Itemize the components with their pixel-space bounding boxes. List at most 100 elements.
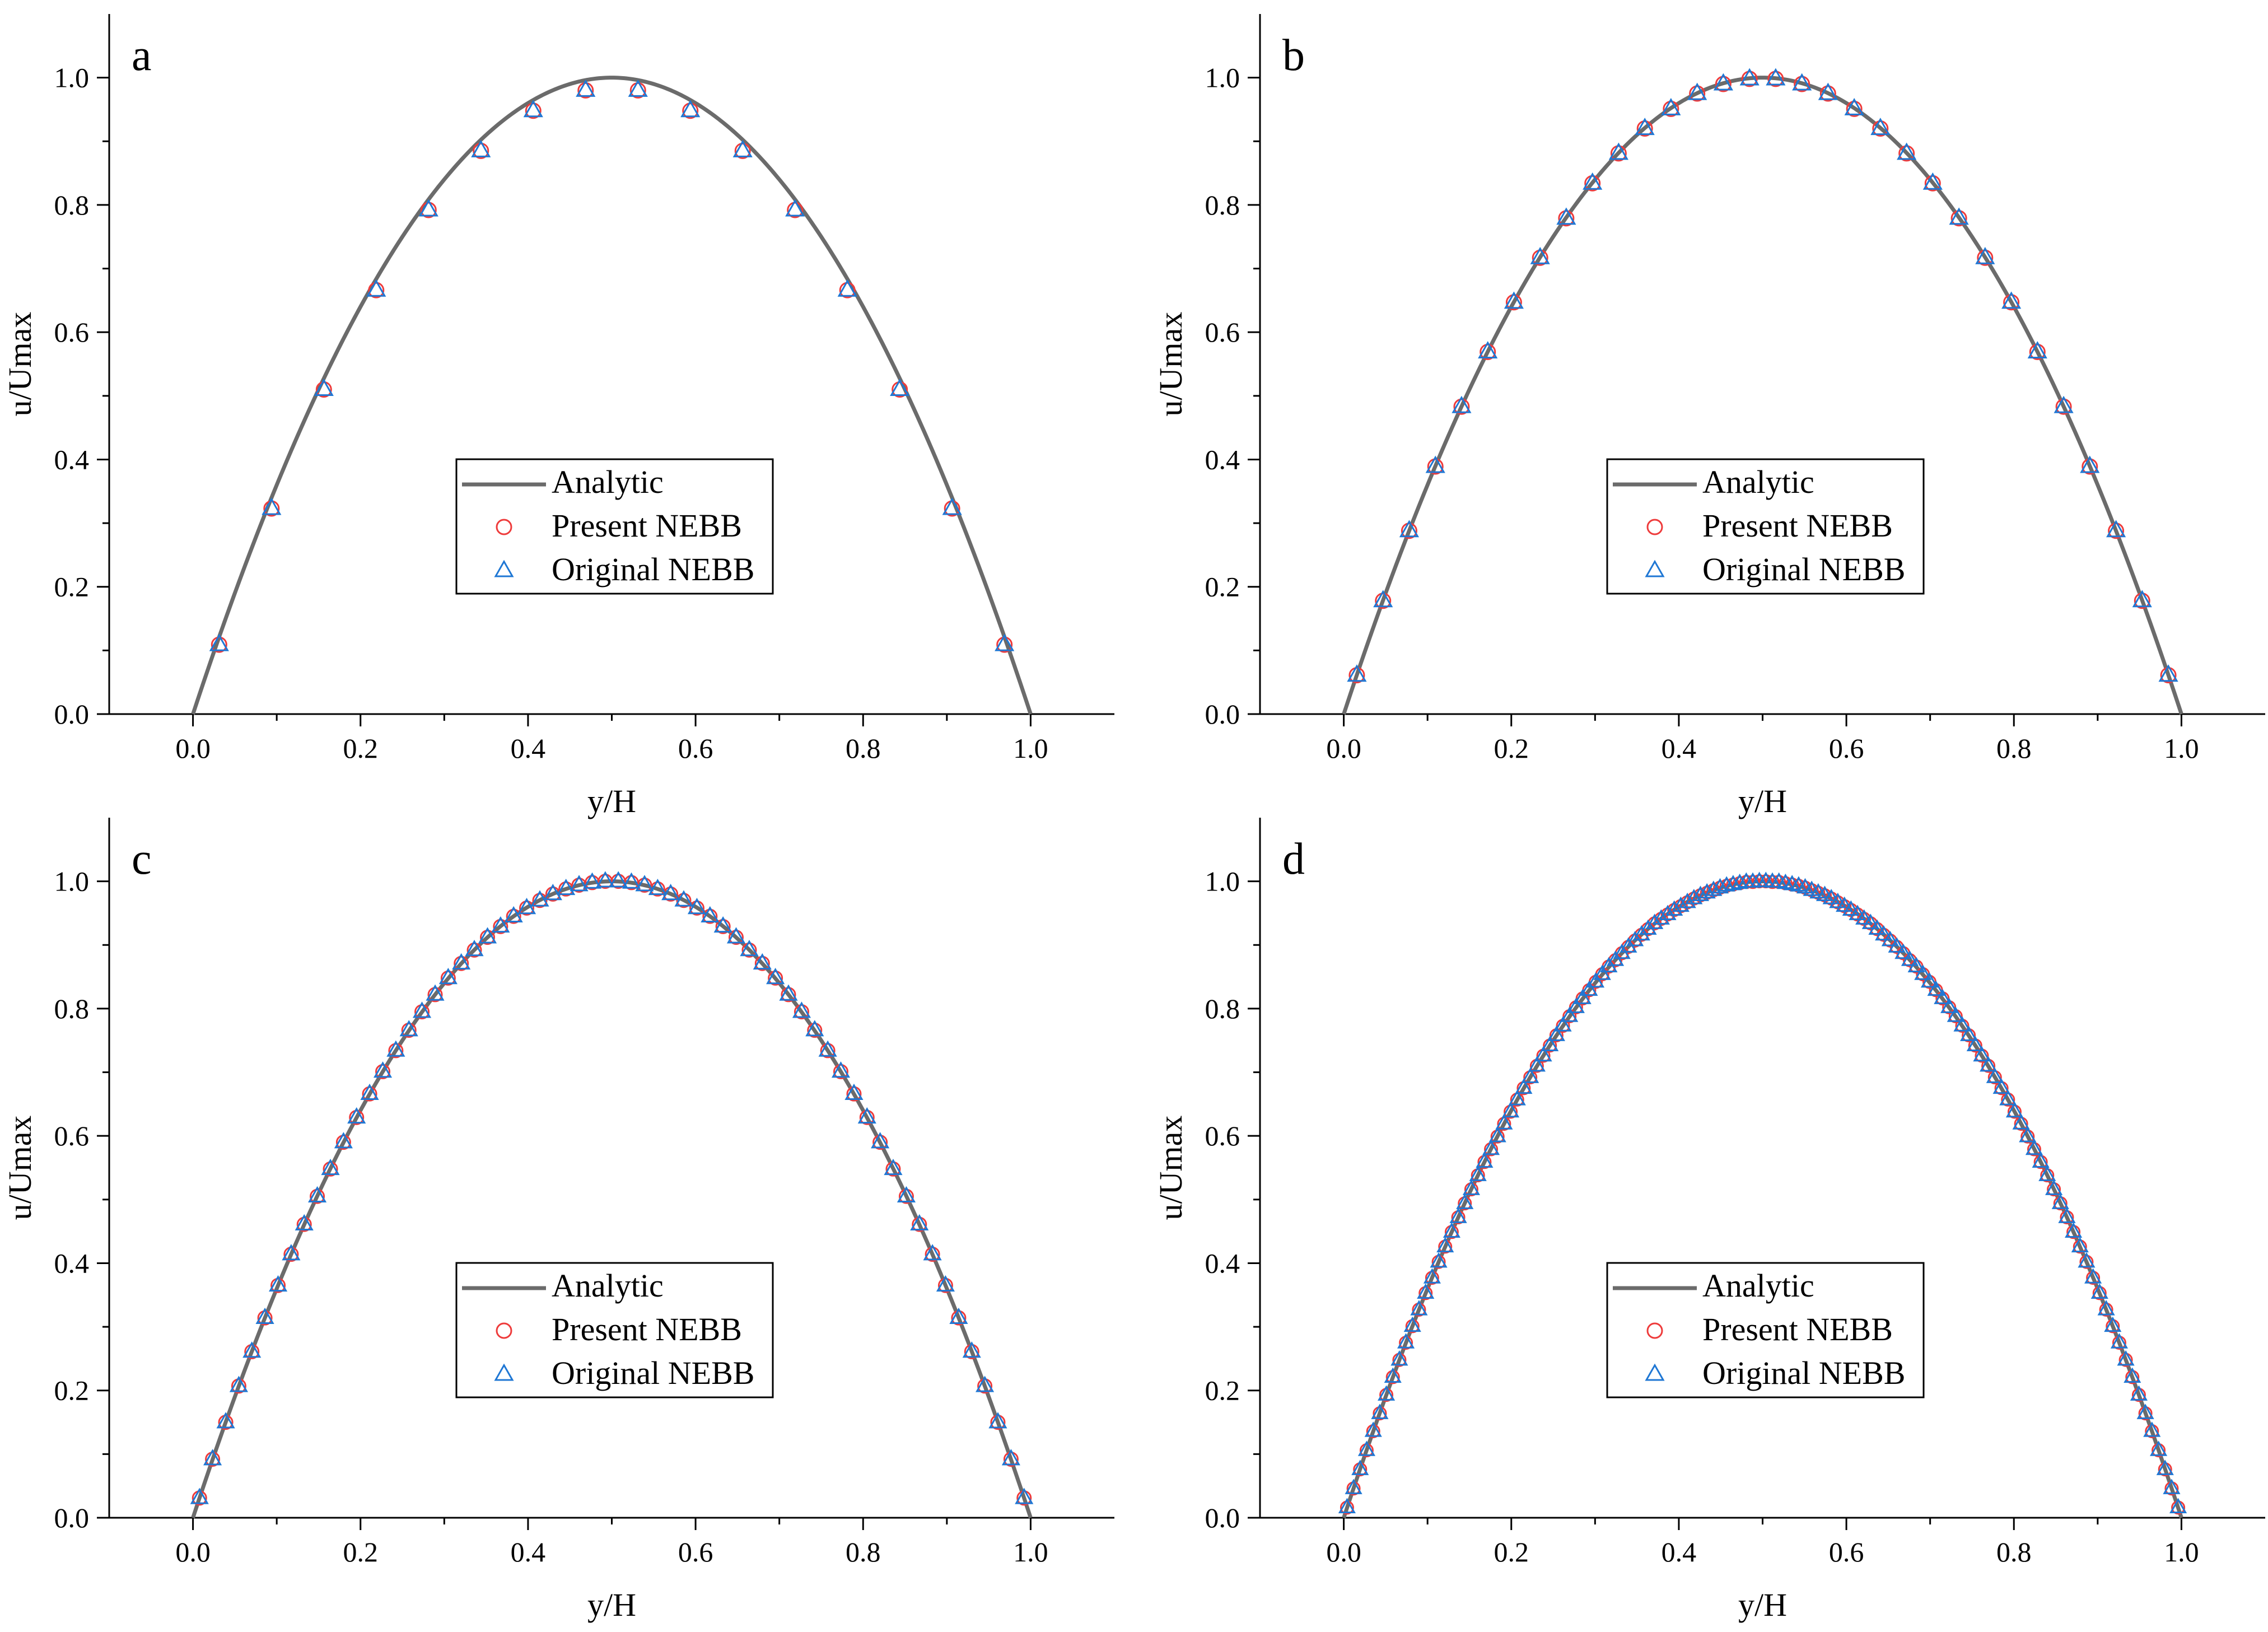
x-tick-label: 0.6: [1829, 733, 1864, 764]
original-nebb-point: [2001, 291, 2022, 309]
original-nebb-point: [1691, 885, 1710, 901]
original-nebb-point: [871, 1132, 890, 1149]
panel-label: a: [132, 31, 152, 80]
present-nebb-point: [244, 1344, 260, 1359]
original-nebb-point: [2097, 1300, 2115, 1316]
present-nebb-point: [1872, 120, 1889, 137]
original-nebb-point: [1574, 988, 1592, 1004]
original-nebb-point: [1373, 590, 1393, 608]
y-tick-label: 0.6: [1205, 316, 1240, 348]
original-nebb-point: [557, 878, 576, 896]
present-nebb-point: [1950, 210, 1967, 227]
original-nebb-point: [412, 1001, 432, 1018]
original-nebb-point: [1001, 1449, 1020, 1466]
present-nebb-point: [310, 1188, 325, 1204]
present-nebb-point: [925, 1247, 940, 1262]
original-nebb-point: [1478, 341, 1498, 358]
original-nebb-point: [1593, 964, 1611, 980]
x-tick-label: 0.6: [678, 1536, 713, 1568]
y-axis-label: u/Umax: [1152, 1116, 1189, 1220]
original-nebb-point: [910, 1214, 929, 1230]
present-nebb-point: [2171, 1500, 2186, 1515]
original-nebb-point: [1522, 1067, 1539, 1083]
legend-original-swatch: [494, 559, 514, 577]
present-nebb-point: [577, 82, 594, 99]
present-nebb-point: [794, 1004, 809, 1020]
present-nebb-point: [1003, 1451, 1019, 1467]
x-tick-label: 0.4: [511, 1536, 546, 1568]
original-nebb-point: [255, 1307, 274, 1325]
original-nebb-point: [1986, 1067, 2004, 1083]
present-nebb-point: [2055, 398, 2072, 415]
present-nebb-point: [506, 908, 521, 924]
original-nebb-point: [988, 1412, 1007, 1429]
present-nebb-point: [1353, 1462, 1368, 1477]
original-nebb-point: [452, 953, 471, 970]
present-nebb-point: [1689, 85, 1706, 102]
original-nebb-point: [1583, 172, 1603, 190]
y-tick-label: 0.8: [54, 189, 90, 221]
original-nebb-point: [890, 379, 910, 396]
present-nebb-point: [525, 102, 542, 119]
analytic-curve: [191, 76, 1033, 715]
original-nebb-point: [1351, 1460, 1369, 1475]
original-nebb-point: [740, 940, 759, 957]
original-nebb-point: [962, 1341, 981, 1358]
y-tick-label: 0.8: [1205, 189, 1240, 221]
present-nebb-point: [2066, 1225, 2081, 1239]
y-tick-label: 0.4: [54, 444, 90, 475]
present-nebb-point: [2106, 1319, 2120, 1333]
present-nebb-point: [2082, 458, 2098, 475]
original-nebb-point: [1423, 1268, 1441, 1284]
original-nebb-point: [2027, 341, 2047, 358]
original-nebb-point: [2169, 1498, 2187, 1514]
legend-label: Original NEBB: [1702, 551, 1905, 587]
x-tick-label: 0.4: [1662, 733, 1697, 764]
original-nebb-point: [1870, 118, 1891, 136]
y-tick-label: 0.0: [54, 698, 90, 730]
original-nebb-point: [2104, 1316, 2122, 1332]
original-nebb-point: [779, 984, 798, 1001]
original-nebb-point: [1698, 883, 1716, 899]
original-nebb-point: [1953, 1016, 1971, 1032]
original-nebb-point: [1975, 246, 1995, 264]
original-nebb-point: [1973, 1046, 1991, 1062]
legend-present-swatch: [496, 519, 512, 535]
legend-label: Analytic: [1702, 1267, 1814, 1304]
present-nebb-point: [388, 1043, 404, 1059]
original-nebb-point: [1766, 68, 1786, 86]
original-nebb-point: [1399, 520, 1419, 538]
original-nebb-point: [1685, 889, 1703, 904]
present-nebb-point: [807, 1023, 823, 1038]
original-nebb-point: [2132, 590, 2152, 608]
present-nebb-point: [263, 500, 280, 517]
present-nebb-point: [1444, 1225, 1459, 1239]
original-nebb-point: [1713, 73, 1733, 91]
present-nebb-point: [532, 893, 548, 908]
original-nebb-point: [753, 953, 772, 970]
original-nebb-point: [1456, 1193, 1474, 1209]
y-tick-label: 1.0: [1205, 866, 1240, 897]
original-nebb-point: [1849, 904, 1866, 920]
original-nebb-point: [2090, 1283, 2108, 1299]
present-nebb-point: [2158, 1462, 2172, 1477]
original-nebb-point: [1390, 1350, 1408, 1366]
original-nebb-point: [2124, 1367, 2141, 1383]
original-nebb-point: [2045, 1179, 2063, 1195]
legend-label: Present NEBB: [552, 507, 742, 544]
original-nebb-point: [687, 898, 707, 915]
present-nebb-point: [1401, 523, 1417, 539]
original-nebb-point: [2071, 1237, 2089, 1253]
original-nebb-point: [1718, 876, 1735, 892]
original-nebb-point: [674, 890, 693, 907]
x-tick-label: 0.4: [1662, 1536, 1697, 1568]
x-tick-label: 0.2: [1494, 1536, 1529, 1568]
present-nebb-point: [1412, 1302, 1426, 1317]
legend-present-swatch: [496, 1322, 512, 1339]
present-nebb-point: [2060, 1210, 2074, 1225]
y-tick-label: 0.8: [54, 993, 90, 1024]
original-nebb-point: [1652, 909, 1670, 925]
present-nebb-point: [362, 1086, 377, 1102]
present-nebb-point: [270, 1277, 286, 1293]
x-tick-label: 0.8: [846, 733, 881, 764]
